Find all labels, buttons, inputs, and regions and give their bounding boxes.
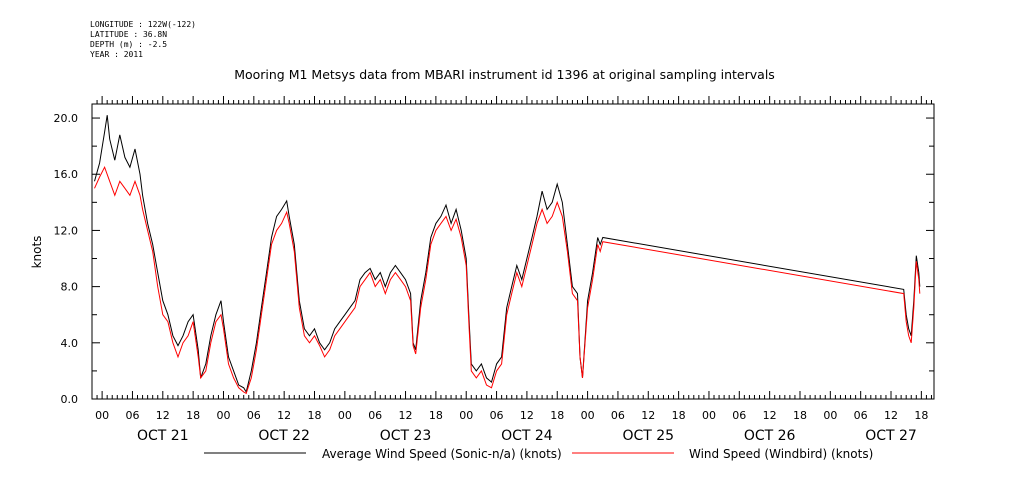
depth-text: DEPTH (m) : -2.5 [90, 40, 168, 49]
x-hour-label: 12 [399, 409, 413, 422]
legend-label-sonic: Average Wind Speed (Sonic-n/a) (knots) [322, 447, 562, 461]
x-day-label: OCT 25 [622, 428, 674, 444]
y-tick-label: 16.0 [54, 168, 79, 181]
latitude-text: LATITUDE : 36.8N [90, 30, 168, 39]
x-hour-label: 06 [854, 409, 868, 422]
y-tick-label: 4.0 [61, 337, 79, 350]
y-axis-title: knots [30, 236, 44, 269]
x-hour-label: 00 [338, 409, 352, 422]
x-hour-label: 18 [308, 409, 322, 422]
x-day-label: OCT 27 [865, 428, 917, 444]
series-group [94, 115, 921, 395]
legend: Average Wind Speed (Sonic-n/a) (knots) W… [204, 447, 873, 461]
x-axis: 00 06 12 18 00 06 12 18 00 06 12 18 00 06 12 18 00 06 12 18… [95, 96, 932, 444]
y-axis: 0.0 4.0 8.0 12.0 16.0 20.0 [54, 112, 934, 406]
x-hour-label: 12 [156, 409, 170, 422]
x-hour-label: 00 [581, 409, 595, 422]
x-hour-label: 18 [914, 409, 928, 422]
x-hour-label: 18 [793, 409, 807, 422]
x-hour-label: 12 [520, 409, 534, 422]
x-hour-label: 00 [702, 409, 716, 422]
x-hour-label: 00 [95, 409, 109, 422]
x-day-label: OCT 24 [501, 428, 553, 444]
x-day-label: OCT 26 [744, 428, 796, 444]
x-hour-label: 18 [186, 409, 200, 422]
x-hour-label: 06 [368, 409, 382, 422]
x-hour-label: 06 [247, 409, 261, 422]
x-hour-label: 00 [823, 409, 837, 422]
y-tick-label: 20.0 [54, 112, 79, 125]
x-hour-label: 12 [641, 409, 655, 422]
metadata-block: LONGITUDE : 122W(-122) LATITUDE : 36.8N … [90, 20, 196, 60]
x-hour-label: 06 [611, 409, 625, 422]
x-day-label: OCT 22 [258, 428, 310, 444]
x-day-label: OCT 23 [380, 428, 432, 444]
x-hour-label: 18 [429, 409, 443, 422]
x-hour-label: 06 [125, 409, 139, 422]
y-tick-label: 8.0 [61, 281, 79, 294]
plot-frame [91, 103, 935, 400]
y-tick-label: 0.0 [61, 393, 79, 406]
x-hour-label: 06 [732, 409, 746, 422]
longitude-text: LONGITUDE : 122W(-122) [90, 20, 196, 29]
x-hour-label: 00 [459, 409, 473, 422]
x-hour-label: 12 [763, 409, 777, 422]
x-hour-label: 12 [277, 409, 291, 422]
legend-label-windbird: Wind Speed (Windbird) (knots) [689, 447, 873, 461]
series-line-1 [94, 165, 921, 395]
x-hour-label: 18 [550, 409, 564, 422]
year-text: YEAR : 2011 [90, 50, 143, 59]
x-hour-label: 06 [490, 409, 504, 422]
x-hour-label: 00 [216, 409, 230, 422]
series-line-0 [94, 115, 921, 394]
chart-title: Mooring M1 Metsys data from MBARI instru… [234, 67, 775, 82]
y-tick-label: 12.0 [54, 224, 79, 237]
x-day-label: OCT 21 [137, 428, 189, 444]
x-hour-label: 12 [884, 409, 898, 422]
x-hour-label: 18 [672, 409, 686, 422]
